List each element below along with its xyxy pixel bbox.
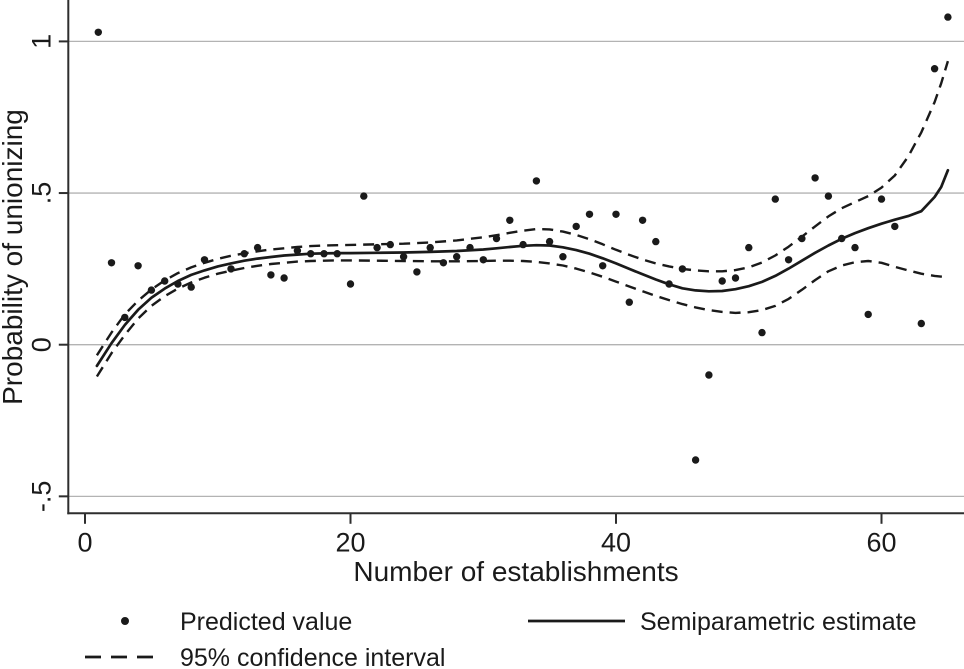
legend-entry: Predicted value — [121, 608, 352, 636]
scatter-point — [453, 253, 461, 261]
x-tick-label: 20 — [335, 527, 365, 557]
scatter-point — [107, 259, 116, 267]
scatter-point — [731, 274, 740, 282]
legend-dot-marker — [121, 617, 129, 625]
scatter-point — [891, 222, 899, 231]
scatter-point — [638, 216, 647, 224]
scatter-point — [532, 177, 541, 185]
scatter-point — [506, 216, 514, 224]
legend-entry: 95% confidence interval — [85, 644, 445, 669]
x-tick-label: 60 — [866, 527, 896, 557]
ci-lower-line — [95, 259, 949, 378]
scatter-point — [824, 192, 833, 200]
x-axis-title: Number of establishments — [353, 556, 678, 587]
scatter-point — [877, 195, 886, 203]
x-tick-label: 0 — [77, 527, 92, 557]
scatter-point — [346, 280, 355, 288]
scatter-point — [944, 13, 952, 21]
estimate-line — [95, 168, 950, 368]
y-tick-label: 1 — [26, 34, 56, 49]
scatter-point — [771, 195, 779, 203]
scatter-point — [413, 268, 421, 276]
scatter-point — [559, 253, 567, 261]
scatter-point — [758, 328, 766, 337]
scatter-point — [253, 243, 262, 252]
legend: Predicted value Semiparametric estimate 95… — [85, 608, 916, 669]
scatter-point — [811, 174, 819, 182]
x-tick-label: 40 — [601, 527, 631, 557]
scatter-point — [94, 28, 103, 36]
gridlines — [68, 40, 964, 498]
scatter-point — [426, 243, 434, 252]
scatter-point — [267, 271, 275, 279]
scatter-point — [545, 237, 554, 246]
scatter-point — [917, 319, 925, 328]
scatter-point — [293, 247, 302, 255]
y-tick-label: .5 — [26, 182, 56, 205]
axes: -.5 0 .5 1 0 20 40 60 — [26, 0, 964, 557]
y-axis-title: Probability of unionizing — [0, 109, 28, 405]
scatter-point — [851, 243, 859, 252]
scatter-point — [599, 262, 607, 270]
scatter-point — [134, 262, 142, 270]
scatter-point — [705, 371, 713, 379]
scatter-point — [147, 286, 156, 294]
scatter-point — [585, 210, 594, 218]
scatter-point — [930, 65, 939, 73]
legend-label: 95% confidence interval — [180, 644, 445, 669]
scatter-point — [652, 237, 660, 246]
scatter-point — [572, 222, 580, 231]
scatter-point — [227, 265, 235, 273]
scatter-point — [745, 243, 753, 252]
scatter-point — [864, 310, 872, 319]
scatter-point — [718, 277, 726, 285]
scatter-point — [121, 313, 129, 322]
ci-upper-line — [95, 60, 950, 356]
series-layer — [94, 13, 952, 464]
legend-label: Semiparametric estimate — [640, 608, 916, 636]
scatter-point — [360, 192, 368, 200]
scatter-series — [94, 13, 952, 464]
y-tick-label: 0 — [26, 337, 56, 352]
scatter-point — [399, 253, 408, 261]
legend-entry: Semiparametric estimate — [528, 608, 916, 636]
scatter-point — [612, 210, 620, 218]
scatter-point — [625, 298, 633, 306]
y-tick-label: -.5 — [26, 481, 56, 513]
confidence-interval — [95, 60, 950, 378]
scatter-point — [373, 243, 381, 252]
scatter-point — [280, 274, 288, 282]
scatter-point — [784, 256, 793, 264]
scatter-point — [187, 283, 195, 291]
scatter-point — [691, 456, 700, 464]
legend-label: Predicted value — [180, 608, 352, 636]
